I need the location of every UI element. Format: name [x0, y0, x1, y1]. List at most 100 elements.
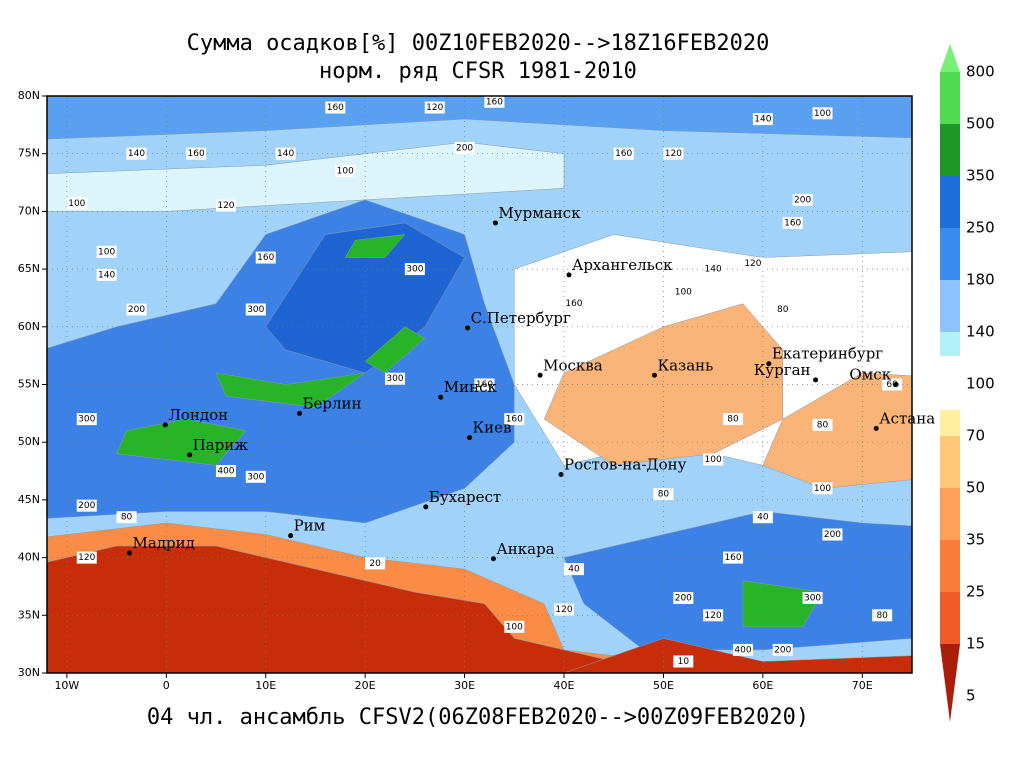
colorbar-segment — [940, 176, 960, 228]
contour-label: 80 — [653, 488, 674, 501]
contour-label: 120 — [424, 101, 445, 114]
contour-label-bg — [96, 268, 117, 281]
contour-label: 160 — [325, 101, 346, 114]
y-tick-label: 55N — [18, 378, 40, 391]
colorbar-label: 50 — [966, 479, 985, 497]
contour-label-text: 60 — [886, 380, 898, 390]
city-label: Киев — [473, 419, 512, 437]
contour-label: 60 — [882, 378, 903, 391]
title: Сумма осадков[%] 00Z10FEB2020-->18Z16FEB… — [187, 31, 770, 56]
contour-label-bg — [872, 609, 893, 622]
field-region — [47, 96, 912, 140]
contour-label-bg — [772, 643, 793, 656]
colorbar-segment — [940, 488, 960, 540]
contour-label-bg — [742, 257, 763, 270]
x-tick-label: 40E — [554, 679, 575, 692]
contour-label-bg — [752, 511, 773, 524]
x-tick-label: 60E — [752, 679, 773, 692]
contour-label: 40 — [752, 511, 773, 524]
contour-label-bg — [653, 488, 674, 501]
contour-label: 400 — [215, 465, 236, 478]
contour-label: 160 — [484, 95, 505, 108]
colorbar-segment — [940, 540, 960, 592]
y-tick-label: 75N — [18, 147, 40, 160]
field-region — [265, 222, 465, 374]
contour-label: 80 — [723, 413, 744, 426]
contour-label: 160 — [474, 378, 495, 391]
colorbar-label: 500 — [966, 115, 995, 133]
colorbar-top-arrow — [940, 44, 960, 72]
footer: 04 чл. ансамбль CFSV2(06Z08FEB2020-->00Z… — [147, 705, 809, 730]
contour-label-text: 160 — [506, 415, 523, 425]
contour-label: 120 — [742, 257, 763, 270]
colorbar-label: 350 — [966, 167, 995, 185]
contour-label: 120 — [215, 199, 236, 212]
contour-label-text: 120 — [665, 149, 682, 159]
contour-label: 200 — [126, 303, 147, 316]
city-dot — [288, 533, 294, 539]
colorbar: 800 500 350 250 180 140 100 70 50 35 25 15 5 — [940, 44, 995, 722]
contour-label: 80 — [872, 609, 893, 622]
contour-label-text: 100 — [506, 622, 523, 632]
contour-label-text: 80 — [777, 305, 789, 315]
contour-label: 160 — [723, 551, 744, 564]
y-tick-label: 65N — [18, 262, 40, 275]
colorbar-segment — [940, 124, 960, 176]
contour-label: 140 — [752, 113, 773, 126]
contour-label-text: 400 — [734, 645, 751, 655]
colorbar-label: 35 — [966, 531, 985, 549]
contour-label-text: 40 — [757, 513, 769, 523]
contour-label: 300 — [384, 372, 405, 385]
city-dot — [651, 372, 657, 378]
city-dot — [490, 556, 496, 562]
x-tick-label: 10E — [255, 679, 276, 692]
city-dot — [162, 422, 168, 428]
contour-label-text: 160 — [327, 103, 344, 113]
colorbar-segment — [940, 72, 960, 124]
contour-label: 140 — [275, 147, 296, 160]
contour-label: 40 — [563, 563, 584, 576]
contour-label-text: 160 — [188, 149, 205, 159]
city-dot — [813, 377, 819, 383]
contour-label-text: 100 — [814, 484, 831, 494]
contour-label-text: 160 — [476, 380, 493, 390]
contour-label: 160 — [613, 147, 634, 160]
contour-label-text: 140 — [754, 115, 771, 125]
x-tick-label: 0 — [163, 679, 170, 692]
contour-label-text: 140 — [128, 149, 145, 159]
contour-label-bg — [325, 101, 346, 114]
city-label: Екатеринбург — [772, 345, 883, 363]
y-tick-label: 50N — [18, 435, 40, 448]
contour-label-bg — [703, 263, 724, 276]
contour-label-bg — [812, 482, 833, 495]
city-label: Бухарест — [429, 488, 501, 506]
city-label: Казань — [657, 356, 713, 374]
contour-label: 120 — [554, 603, 575, 616]
contour-label: 80 — [772, 303, 793, 316]
city-label: Анкара — [496, 540, 554, 558]
y-tick-label: 60N — [18, 320, 40, 333]
city-dot — [537, 372, 543, 378]
contour-label-text: 200 — [675, 593, 692, 603]
contour-label: 140 — [703, 263, 724, 276]
contour-label: 300 — [404, 263, 425, 276]
contour-label-bg — [215, 465, 236, 478]
contour-label-bg — [404, 263, 425, 276]
contour-label-text: 80 — [121, 513, 133, 523]
field-region — [215, 372, 366, 408]
contour-label-text: 100 — [814, 109, 831, 119]
contour-label-bg — [703, 609, 724, 622]
contour-label-bg — [245, 303, 266, 316]
contour-label: 100 — [66, 197, 87, 210]
contour-label: 160 — [186, 147, 207, 160]
colorbar-segment — [940, 436, 960, 488]
contour-label-bg — [772, 303, 793, 316]
contour-label-text: 100 — [98, 247, 115, 257]
y-tick-label: 40N — [18, 551, 40, 564]
y-tick-label: 70N — [18, 204, 40, 217]
city-label: Архангельск — [572, 256, 673, 274]
x-tick-label: 30E — [454, 679, 475, 692]
colorbar-label: 140 — [966, 323, 995, 341]
contour-label: 140 — [126, 147, 147, 160]
